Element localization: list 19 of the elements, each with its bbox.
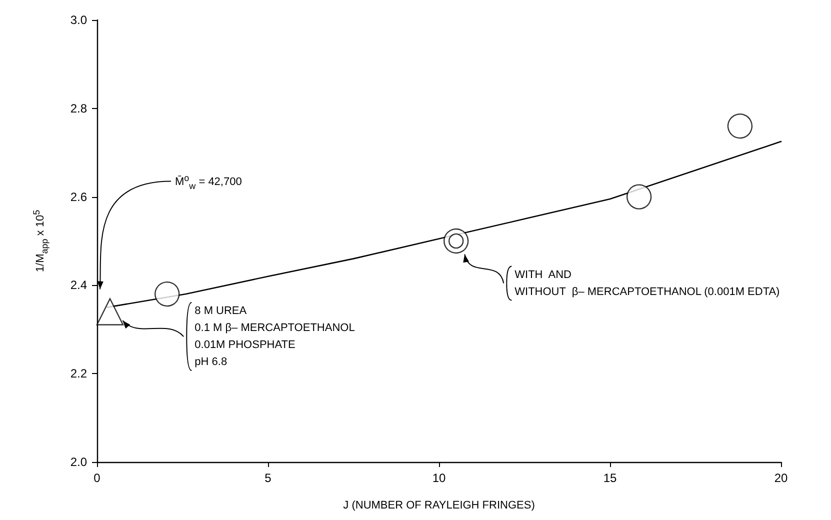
x-tick-label: 20 [774,471,788,485]
y-tick-label: 2.6 [70,190,88,204]
x-tick-label: 5 [264,471,272,485]
x-axis-title: J (NUMBER OF RAYLEIGH FRINGES) [343,500,535,512]
annotation: WITH AND WITHOUT β– MERCAPTOETHANOL (0.001M EDTA) [514,268,780,298]
y-tick-label: 2.8 [70,101,88,116]
y-axis-title: 1/Mapp x 105 [32,210,50,272]
x-tick-label: 15 [603,471,617,485]
y-tick-label: 2.0 [70,455,88,469]
x-tick-label: 10 [432,471,446,485]
x-tick-label: 0 [94,471,101,485]
y-tick-label: 2.2 [70,366,88,381]
annotation: 8 M UREA 0.1 M β– MERCAPTOETHANOL 0.01M PHOSPHATE pH 6.8 [194,305,355,368]
point [154,281,180,307]
y-tick-label: 2.4 [70,278,88,292]
point [96,298,124,326]
y-tick-label: 3.0 [70,13,88,27]
point [727,113,753,139]
point [626,184,652,210]
